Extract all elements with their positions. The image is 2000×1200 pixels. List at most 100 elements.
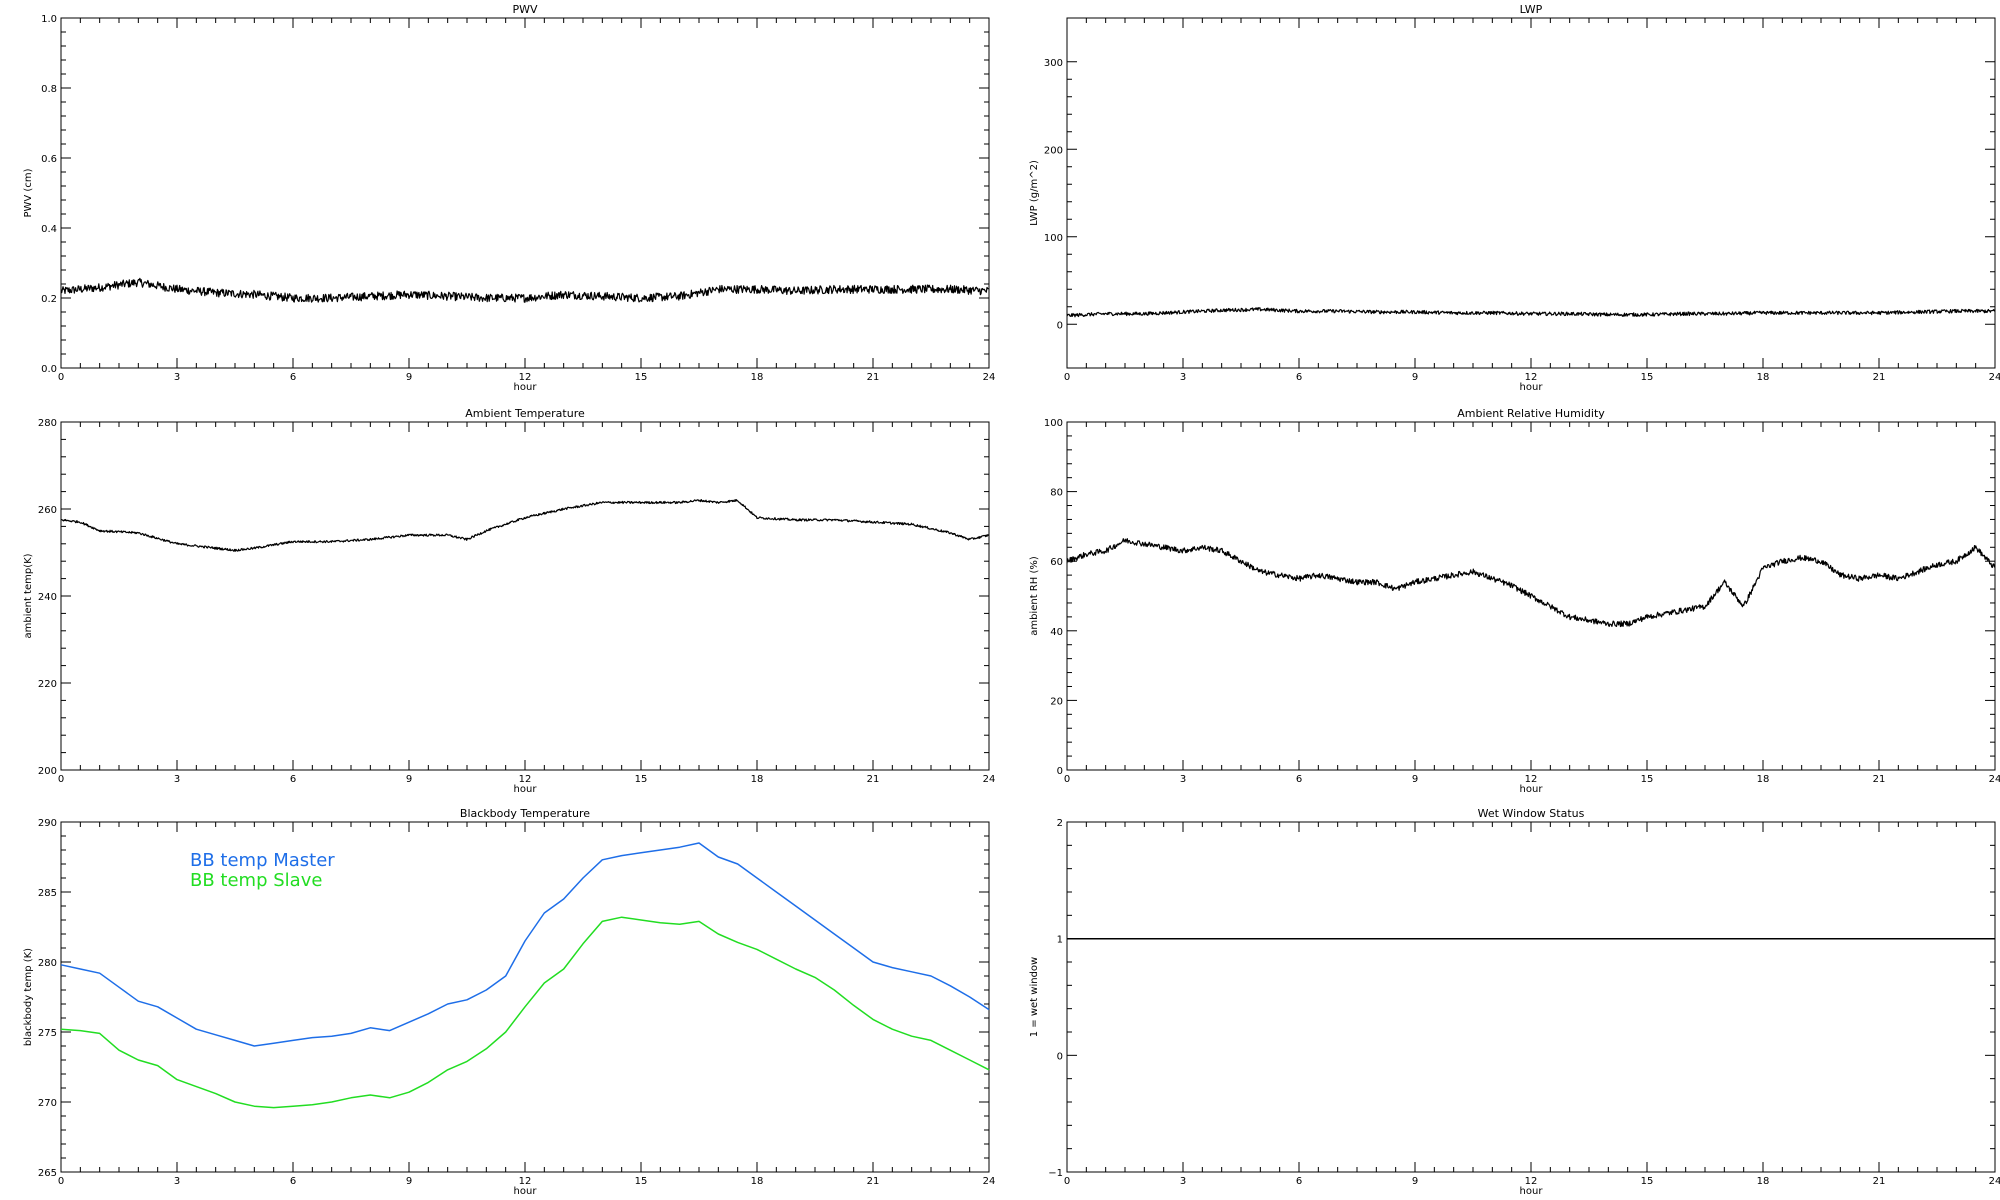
y-tick-label: 0 [1057, 1051, 1063, 1062]
y-axis-label: PWV (cm) [23, 168, 34, 217]
x-tick-label: 15 [1641, 1176, 1654, 1187]
x-tick-label: 3 [1180, 774, 1186, 785]
y-tick-label: 0 [1057, 320, 1063, 331]
x-tick-label: 24 [1989, 774, 2000, 785]
x-tick-label: 0 [58, 372, 64, 383]
panel-ambient-temp: Ambient Temperature 0 3 6 9 12 15 18 21 24 200 220 2… [23, 407, 995, 795]
series-line-pwv [60, 277, 989, 303]
y-tick-label: 220 [38, 679, 57, 690]
y-axis-label: ambient temp(K) [23, 553, 34, 638]
y-tick-label: 0.0 [41, 364, 57, 375]
x-tick-label: 15 [635, 372, 648, 383]
y-tick-label: 200 [38, 766, 57, 777]
y-tick-label: 0.8 [41, 84, 57, 95]
x-tick-label: 21 [867, 372, 880, 383]
x-tick-label: 12 [1525, 372, 1538, 383]
x-tick-label: 3 [174, 372, 180, 383]
x-tick-label: 18 [751, 774, 764, 785]
y-tick-label: 0.6 [41, 154, 57, 165]
y-axis-label: blackbody temp (K) [23, 948, 34, 1046]
x-tick-label: 6 [1296, 372, 1302, 383]
panel-lwp: LWP 0 3 6 9 12 15 18 21 24 0 100 200 300 hour LWP (g/m^… [1029, 3, 2000, 393]
legend-entry: BB temp Master [190, 850, 335, 871]
x-tick-label: 3 [174, 1176, 180, 1187]
x-tick-label: 9 [1412, 372, 1418, 383]
y-tick-label: 275 [38, 1028, 57, 1039]
x-tick-label: 21 [867, 774, 880, 785]
y-tick-label: 200 [1044, 145, 1063, 156]
chart-title: Wet Window Status [1478, 807, 1585, 820]
x-tick-label: 6 [1296, 774, 1302, 785]
y-tick-label: 0 [1057, 766, 1063, 777]
series-line-lwp [1066, 307, 1996, 318]
y-tick-label: 80 [1050, 488, 1063, 499]
x-tick-label: 9 [1412, 1176, 1418, 1187]
series-line-bb-temp-slave [60, 916, 990, 1109]
x-tick-label: 6 [290, 1176, 296, 1187]
y-axis-label: ambient RH (%) [1029, 556, 1040, 636]
x-tick-label: 24 [983, 372, 996, 383]
x-tick-label: 24 [983, 1176, 996, 1187]
x-tick-label: 15 [1641, 774, 1654, 785]
x-tick-label: 9 [406, 372, 412, 383]
x-tick-label: 3 [1180, 1176, 1186, 1187]
x-tick-label: 21 [1873, 1176, 1886, 1187]
y-tick-label: 270 [38, 1098, 57, 1109]
y-tick-label: 285 [38, 888, 57, 899]
x-axis-label: hour [514, 1186, 538, 1197]
chart-title: Ambient Temperature [465, 407, 585, 420]
x-tick-label: 12 [519, 774, 532, 785]
x-axis-label: hour [1520, 784, 1544, 795]
x-tick-label: 6 [290, 774, 296, 785]
y-tick-label: 1.0 [41, 14, 57, 25]
x-tick-label: 9 [1412, 774, 1418, 785]
x-tick-label: 9 [406, 1176, 412, 1187]
x-tick-label: 0 [58, 1176, 64, 1187]
x-tick-label: 24 [1989, 372, 2000, 383]
x-tick-label: 18 [1757, 372, 1770, 383]
y-tick-label: 100 [1044, 233, 1063, 244]
y-axis-label: LWP (g/m^2) [1029, 160, 1040, 226]
x-tick-label: 12 [1525, 1176, 1538, 1187]
series-line-bb-temp-master [60, 842, 990, 1047]
y-tick-label: 40 [1050, 627, 1063, 638]
y-tick-label: 260 [38, 505, 57, 516]
series-line-ambient-rh [1066, 538, 1996, 628]
x-tick-label: 24 [983, 774, 996, 785]
x-tick-label: 21 [867, 1176, 880, 1187]
x-tick-label: 18 [1757, 774, 1770, 785]
x-tick-label: 3 [174, 774, 180, 785]
x-tick-label: 0 [1064, 372, 1070, 383]
x-tick-label: 18 [751, 372, 764, 383]
y-tick-label: −1 [1048, 1168, 1063, 1179]
x-tick-label: 18 [751, 1176, 764, 1187]
y-tick-label: 100 [1044, 418, 1063, 429]
y-tick-label: 265 [38, 1168, 57, 1179]
y-tick-label: 1 [1057, 935, 1063, 946]
x-tick-label: 0 [58, 774, 64, 785]
x-tick-label: 6 [290, 372, 296, 383]
y-tick-label: 0.2 [41, 294, 57, 305]
y-tick-label: 20 [1050, 696, 1063, 707]
series-line-ambient-temp [61, 499, 990, 552]
x-tick-label: 0 [1064, 774, 1070, 785]
x-tick-label: 21 [1873, 372, 1886, 383]
x-axis-label: hour [1520, 1186, 1544, 1197]
panel-pwv: PWV 0 3 6 9 12 15 18 21 24 0.0 0.2 0.4 0.6 0.8 1.0 hour P… [23, 3, 995, 393]
x-tick-label: 0 [1064, 1176, 1070, 1187]
x-tick-label: 15 [635, 774, 648, 785]
x-tick-label: 6 [1296, 1176, 1302, 1187]
x-tick-label: 24 [1989, 1176, 2000, 1187]
x-tick-label: 3 [1180, 372, 1186, 383]
chart-title: Blackbody Temperature [460, 807, 590, 820]
panel-bb-temp: Blackbody Temperature 0 3 6 9 12 15 18 21 24 265 27… [23, 807, 995, 1197]
y-tick-label: 60 [1050, 557, 1063, 568]
y-tick-label: 290 [38, 818, 57, 829]
y-tick-label: 240 [38, 592, 57, 603]
y-tick-label: 280 [38, 418, 57, 429]
y-tick-label: 300 [1044, 58, 1063, 69]
